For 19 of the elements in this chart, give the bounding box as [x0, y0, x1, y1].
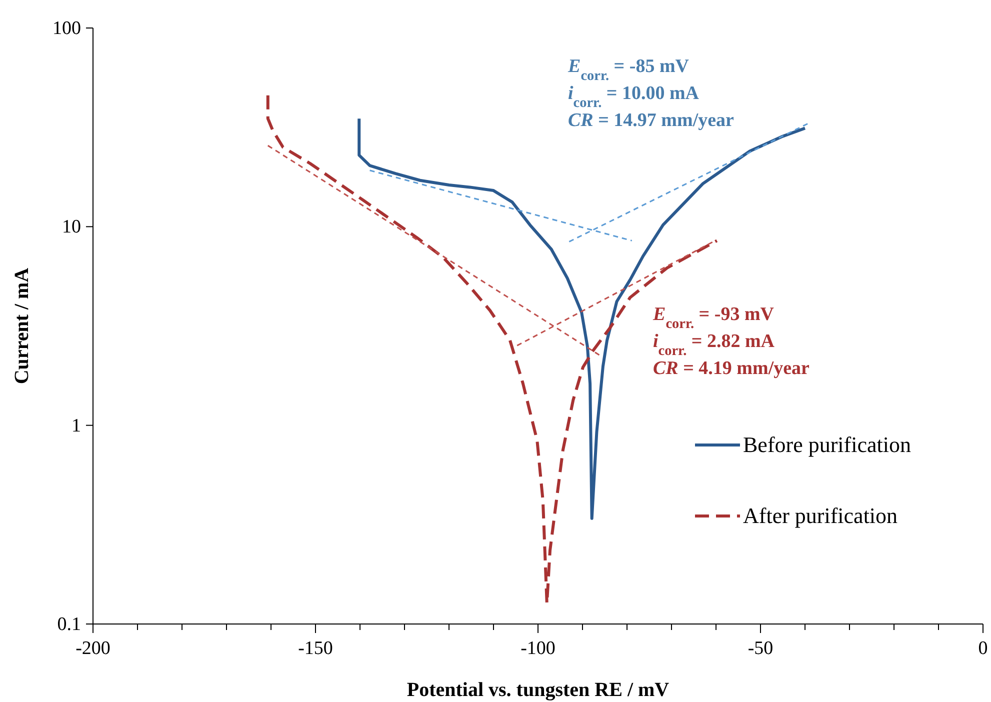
y-tick-label: 100 [52, 18, 81, 39]
x-tick-label: -50 [748, 638, 774, 659]
y-tick-label: 10 [62, 216, 81, 238]
x-tick-label: 0 [978, 638, 988, 659]
y-tick-label: 0.1 [57, 614, 81, 635]
annotation: i$_{corr.}$ = 10.00 mA [568, 83, 700, 111]
annotation: CR = 14.97 mm/year [568, 110, 735, 131]
y-tick-label: 1 [72, 415, 81, 436]
x-tick-label: -100 [520, 638, 556, 659]
annotation: E$_{corr.}$ = -85 mV [567, 56, 690, 84]
legend-label: Before purification [743, 432, 911, 457]
annotation: E$_{corr.}$ = -93 mV [652, 304, 774, 332]
x-tick-label: -150 [298, 638, 333, 659]
annotation: CR = 4.19 mm/year [653, 358, 810, 379]
x-axis-title: Potential vs. tungsten RE / mV [406, 679, 670, 701]
x-tick-label: -200 [76, 638, 110, 659]
y-axis-title: Current / mA [11, 267, 33, 384]
legend-label: After purification [743, 503, 898, 528]
annotation: i$_{corr.}$ = 2.82 mA [653, 331, 775, 359]
